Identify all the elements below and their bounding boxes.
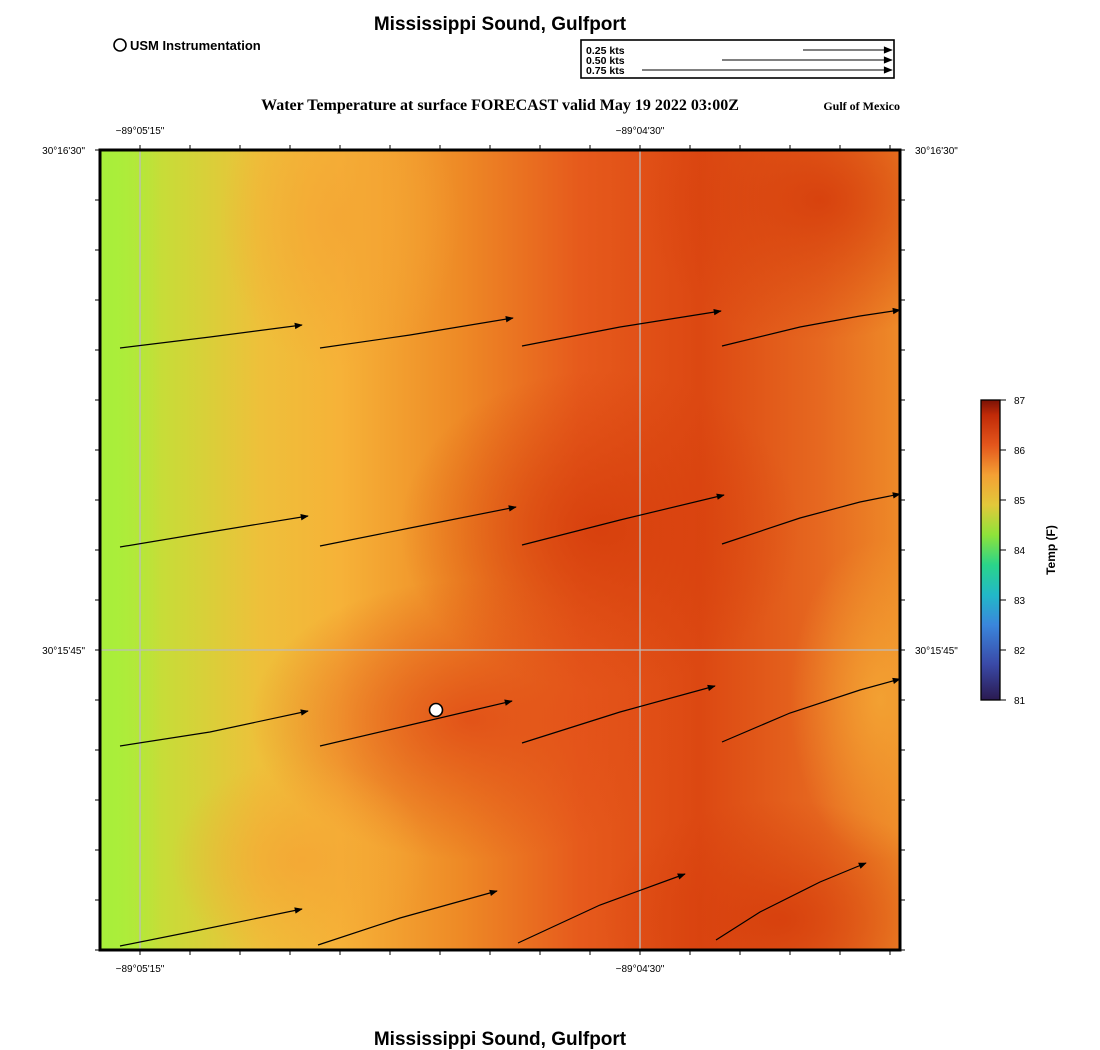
- current-vector-arrow: [721, 492, 901, 545]
- frame-ticks: [95, 145, 905, 955]
- current-vector-arrow: [119, 709, 309, 747]
- current-vector-arrow: [119, 514, 309, 548]
- current-vector-arrow: [319, 316, 514, 349]
- colorbar-tick-label: 87: [1014, 396, 1026, 407]
- lon-label-top-1: −89°05'15": [116, 126, 165, 137]
- current-vector-arrow: [319, 699, 513, 747]
- current-vector-arrow: [119, 322, 303, 349]
- current-vector-arrow: [521, 493, 725, 546]
- temperature-field: [100, 150, 900, 950]
- usm-legend-marker-icon: [113, 38, 127, 52]
- speed-legend-label-3: 0.75 kts: [586, 65, 625, 77]
- colorbar-tick-label: 84: [1014, 546, 1026, 557]
- usm-station-marker[interactable]: [428, 702, 444, 718]
- current-vector-arrow: [119, 907, 303, 947]
- lat-label-right-2: 30°15'45": [915, 646, 958, 657]
- current-vector-arrow: [715, 862, 867, 941]
- colorbar: 87 86 85 84 83 82 81 Temp (F): [980, 396, 1058, 707]
- colorbar-tick-label: 82: [1014, 646, 1026, 657]
- current-vectors: [119, 307, 901, 947]
- current-vector-arrow: [517, 873, 686, 944]
- current-vector-arrow: [521, 684, 716, 744]
- speed-legend-box: [580, 39, 895, 79]
- colorbar-ticks: 87 86 85 84 83 82 81: [1000, 396, 1026, 707]
- colorbar-tick-label: 86: [1014, 446, 1026, 457]
- speed-legend: 0.25 kts 0.50 kts 0.75 kts: [580, 39, 895, 79]
- lon-label-bottom-2: −89°04'30": [616, 964, 665, 975]
- colorbar-tick-label: 83: [1014, 596, 1026, 607]
- colorbar-gradient: [980, 399, 1001, 701]
- colorbar-label: Temp (F): [1044, 525, 1058, 575]
- lon-label-top-2: −89°04'30": [616, 126, 665, 137]
- current-vector-arrow: [319, 505, 517, 547]
- lat-label-right-1: 30°16'30": [915, 146, 958, 157]
- lat-label-left-1: 30°16'30": [42, 146, 85, 157]
- colorbar-tick-label: 85: [1014, 496, 1026, 507]
- map-title: Water Temperature at surface FORECAST va…: [261, 97, 739, 114]
- lon-labels: −89°05'15" −89°04'30" −89°05'15" −89°04'…: [116, 126, 665, 975]
- lon-label-bottom-1: −89°05'15": [116, 964, 165, 975]
- current-vector-arrow: [721, 307, 901, 347]
- footer-title: Mississippi Sound, Gulfport: [374, 1029, 627, 1050]
- usm-legend-label: USM Instrumentation: [130, 38, 261, 53]
- current-vector-arrow: [721, 677, 901, 743]
- lat-label-left-2: 30°15'45": [42, 646, 85, 657]
- graticule: [100, 150, 900, 950]
- current-vector-arrow: [317, 889, 498, 946]
- colorbar-tick-label: 81: [1014, 696, 1026, 707]
- current-vector-arrow: [521, 308, 722, 347]
- page-title: Mississippi Sound, Gulfport: [374, 14, 627, 35]
- speed-legend-label-1: 0.25 kts: [586, 45, 625, 57]
- lat-labels: 30°16'30" 30°15'45" 30°16'30" 30°15'45": [42, 146, 958, 657]
- region-label: Gulf of Mexico: [823, 99, 900, 113]
- speed-legend-label-2: 0.50 kts: [586, 55, 625, 67]
